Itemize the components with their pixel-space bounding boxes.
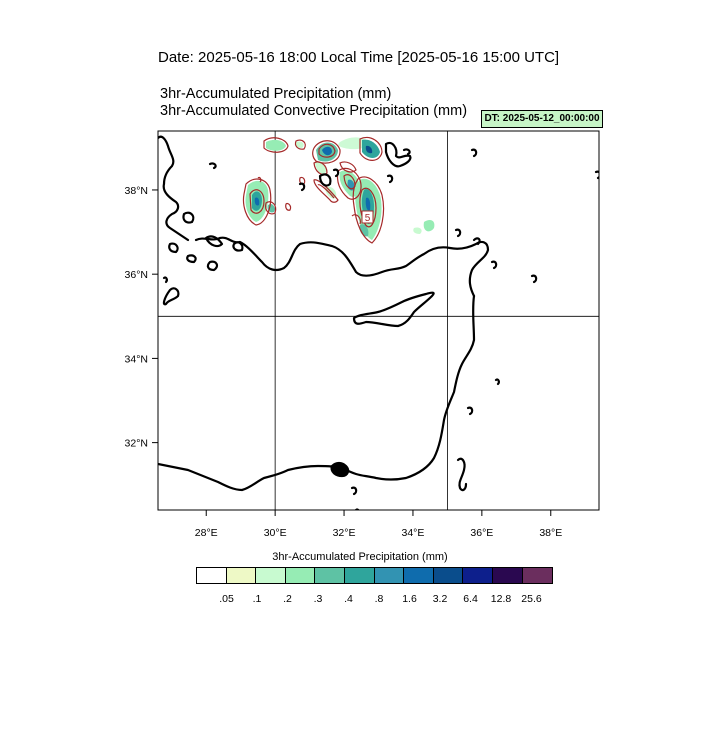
legend-label: 12.8 [490, 593, 512, 605]
legend-swatch [522, 568, 553, 583]
lat-tick-label: 36°N [125, 269, 148, 281]
lat-tick-label: 34°N [125, 353, 148, 365]
legend-swatch [404, 568, 434, 583]
lat-tick-label: 38°N [125, 185, 148, 197]
subtitle-convective-precipitation: 3hr-Accumulated Convective Precipitation… [160, 103, 468, 119]
gridlines [158, 131, 599, 510]
legend-swatch [433, 568, 464, 583]
legend-label: .1 [252, 593, 262, 605]
contour-label-group: 5 [361, 210, 374, 224]
subtitle-precipitation: 3hr-Accumulated Precipitation (mm) [160, 86, 392, 102]
dt-badge: DT: 2025-05-12_00:00:00 [481, 110, 603, 128]
lon-tick-label: 30°E [264, 527, 287, 539]
map-title: Date: 2025-05-16 18:00 Local Time [2025-… [158, 49, 560, 66]
map-plot-area: 5 [158, 131, 599, 510]
legend-swatch [315, 568, 345, 583]
lon-tick-label: 32°E [333, 527, 356, 539]
legend-swatch [285, 568, 316, 583]
legend-label: .4 [344, 593, 353, 605]
legend-swatch [374, 568, 405, 583]
legend-swatch [226, 568, 257, 583]
lon-tick-label: 36°E [470, 527, 493, 539]
legend-swatch [492, 568, 523, 583]
legend-swatch [344, 568, 375, 583]
contour-label: 5 [365, 213, 371, 224]
legend-swatch [463, 568, 493, 583]
legend-labels: .05 .1 .2 .3 .4 .8 1.6 3.2 6.4 12.8 25.6 [0, 593, 720, 607]
legend-label: .2 [283, 593, 292, 605]
axis-ticks: 28°E 30°E 32°E 34°E 36°E 38°E 32°N 34°N 36°N 38°N [125, 185, 563, 539]
legend-label: 25.6 [521, 593, 542, 605]
legend-label: 3.2 [432, 593, 448, 605]
coastlines [158, 135, 599, 510]
lat-tick-label: 32°N [125, 438, 148, 450]
lon-tick-label: 28°E [195, 527, 218, 539]
color-legend [196, 567, 554, 584]
legend-swatch [256, 568, 286, 583]
lon-tick-label: 34°E [402, 527, 425, 539]
legend-label: 1.6 [402, 593, 417, 605]
legend-title: 3hr-Accumulated Precipitation (mm) [272, 551, 448, 563]
legend-label: .3 [313, 593, 323, 605]
legend-label: .8 [374, 593, 384, 605]
map-frame [157, 130, 600, 511]
lon-tick-label: 38°E [539, 527, 562, 539]
legend-swatch [197, 568, 227, 583]
legend-label: 6.4 [463, 593, 478, 605]
legend-label: .05 [219, 593, 234, 605]
convective-contours [242, 136, 385, 244]
